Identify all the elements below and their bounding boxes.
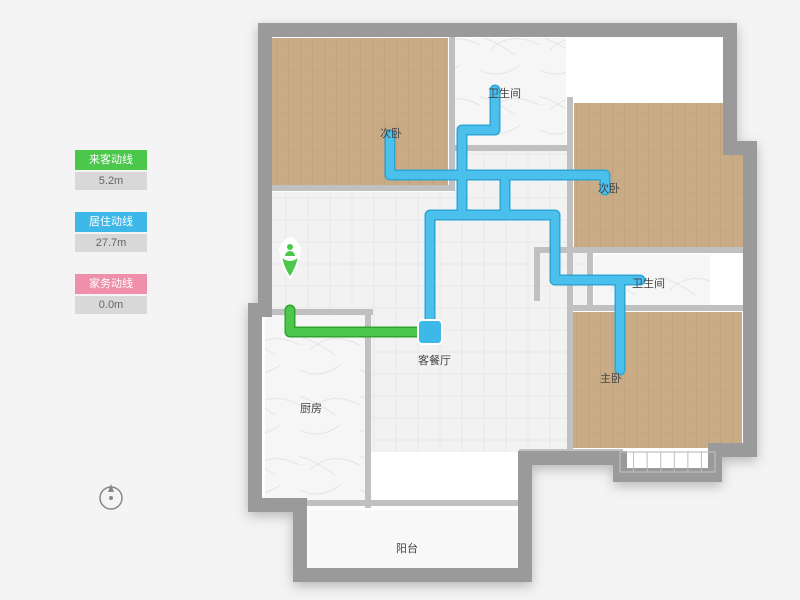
room-label: 客餐厅: [418, 352, 451, 368]
room-label: 卫生间: [488, 85, 521, 101]
legend-item-guest: 来客动线 5.2m: [75, 150, 147, 190]
legend-value: 27.7m: [75, 234, 147, 252]
legend-label: 居住动线: [75, 212, 147, 232]
room-label: 阳台: [396, 540, 418, 556]
room-label: 卫生间: [632, 275, 665, 291]
legend-label: 来客动线: [75, 150, 147, 170]
room-label: 次卧: [598, 180, 620, 196]
room-label: 次卧: [380, 125, 402, 141]
legend: 来客动线 5.2m 居住动线 27.7m 家务动线 0.0m: [75, 150, 147, 336]
legend-value: 5.2m: [75, 172, 147, 190]
compass-icon: [95, 480, 127, 512]
legend-label: 家务动线: [75, 274, 147, 294]
legend-value: 0.0m: [75, 296, 147, 314]
legend-item-housework: 家务动线 0.0m: [75, 274, 147, 314]
room-label: 厨房: [300, 400, 322, 416]
room-label: 主卧: [600, 370, 622, 386]
legend-item-living: 居住动线 27.7m: [75, 212, 147, 252]
